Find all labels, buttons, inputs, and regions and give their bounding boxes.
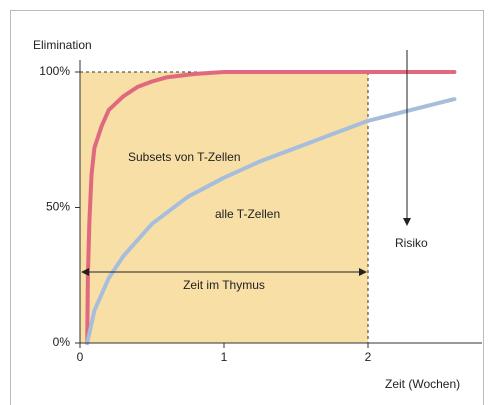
y-tick-label: 100% (39, 64, 70, 78)
series-label: alle T-Zellen (215, 207, 280, 221)
x-label: Zeit (Wochen) (385, 377, 460, 391)
annotation: Risiko (395, 236, 428, 250)
series-label: Subsets von T-Zellen (128, 150, 241, 164)
y-tick-label: 50% (46, 200, 70, 214)
y-tick-label: 0% (53, 335, 71, 349)
frame (10, 10, 484, 405)
y-label: Elimination (33, 38, 92, 52)
annotation: Zeit im Thymus (183, 278, 265, 292)
x-tick-label: 2 (365, 350, 372, 364)
series-line (85, 97, 457, 345)
x-tick-label: 0 (77, 350, 84, 364)
x-tick-label: 1 (221, 350, 228, 364)
thymus-region (80, 72, 368, 343)
series-line (85, 70, 457, 345)
